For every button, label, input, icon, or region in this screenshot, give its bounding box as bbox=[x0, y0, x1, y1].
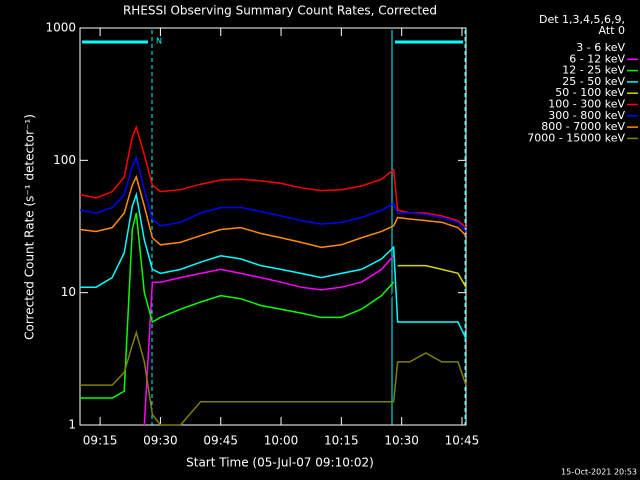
chart-title: RHESSI Observing Summary Count Rates, Co… bbox=[123, 4, 437, 18]
y-axis-label: Corrected Count Rate (s⁻¹ detector⁻¹) bbox=[23, 114, 37, 340]
y-tick-label: 1 bbox=[68, 418, 76, 432]
x-tick-label: 10:15 bbox=[324, 434, 359, 448]
legend-label: 300 - 800 keV bbox=[548, 109, 625, 122]
series-line bbox=[80, 329, 467, 426]
legend-label: 100 - 300 keV bbox=[548, 98, 625, 111]
x-tick-label: 09:30 bbox=[143, 434, 178, 448]
series-line bbox=[80, 191, 467, 339]
legend-label: 50 - 100 keV bbox=[555, 86, 625, 99]
legend-label: 25 - 50 keV bbox=[562, 75, 625, 88]
legend-label: 800 - 7000 keV bbox=[541, 120, 625, 133]
legend-label: 7000 - 15000 keV bbox=[527, 131, 625, 144]
series-line bbox=[79, 174, 467, 249]
night-markers bbox=[82, 30, 466, 425]
x-tick-label: 09:45 bbox=[203, 434, 238, 448]
series-line bbox=[143, 255, 395, 426]
series-line bbox=[397, 264, 467, 288]
x-tick-label: 10:45 bbox=[445, 434, 480, 448]
series-line bbox=[79, 155, 467, 232]
y-tick-label: 100 bbox=[53, 153, 76, 167]
legend-header: Det 1,3,4,5,6,9, bbox=[539, 13, 625, 26]
series-line bbox=[152, 292, 395, 346]
legend-label: 6 - 12 keV bbox=[569, 52, 625, 65]
x-tick-label: 10:30 bbox=[384, 434, 419, 448]
footer: 15-Oct-2021 20:53 bbox=[561, 468, 637, 477]
x-tick-label: 10:00 bbox=[264, 434, 299, 448]
y-tick-label: 10 bbox=[61, 285, 76, 299]
x-axis-label: Start Time (05-Jul-07 09:10:02) bbox=[186, 456, 374, 470]
legend-label: 12 - 25 keV bbox=[562, 64, 625, 77]
legend-header: Att 0 bbox=[599, 24, 625, 37]
legend-label: 3 - 6 keV bbox=[576, 41, 625, 54]
plot-frame bbox=[79, 27, 467, 426]
series-line bbox=[79, 124, 467, 229]
annotation: N bbox=[156, 37, 162, 46]
series-line bbox=[80, 212, 395, 399]
y-tick-label: 1000 bbox=[45, 21, 76, 35]
x-tick-label: 09:15 bbox=[83, 434, 118, 448]
